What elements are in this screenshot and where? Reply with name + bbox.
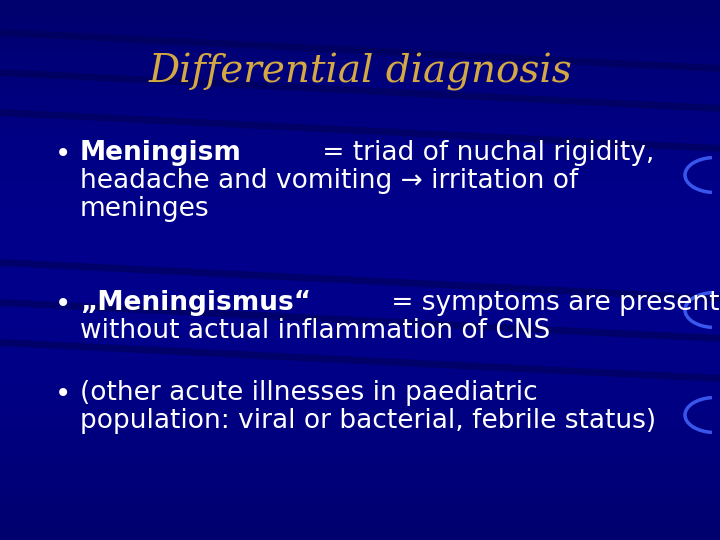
Text: = symptoms are present: = symptoms are present (383, 290, 719, 316)
Text: •: • (55, 140, 71, 168)
Text: Meningism: Meningism (80, 140, 242, 166)
Text: „Meningismus“: „Meningismus“ (80, 290, 311, 316)
Text: •: • (55, 290, 71, 318)
Text: meninges: meninges (80, 196, 210, 222)
Text: = triad of nuchal rigidity,: = triad of nuchal rigidity, (314, 140, 654, 166)
Text: •: • (55, 380, 71, 408)
Text: headache and vomiting → irritation of: headache and vomiting → irritation of (80, 168, 578, 194)
Text: (other acute illnesses in paediatric: (other acute illnesses in paediatric (80, 380, 538, 406)
Text: population: viral or bacterial, febrile status): population: viral or bacterial, febrile … (80, 408, 656, 434)
Text: without actual inflammation of CNS: without actual inflammation of CNS (80, 318, 550, 344)
Text: Differential diagnosis: Differential diagnosis (148, 53, 572, 91)
